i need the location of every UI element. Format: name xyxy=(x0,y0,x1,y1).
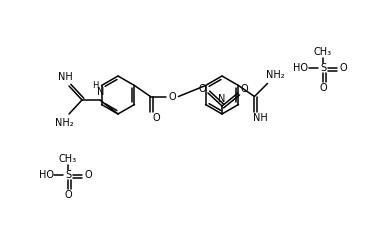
Text: N: N xyxy=(97,87,105,97)
Text: O: O xyxy=(240,84,248,94)
Text: NH₂: NH₂ xyxy=(266,70,285,80)
Text: S: S xyxy=(320,63,326,73)
Text: NH: NH xyxy=(57,72,72,82)
Text: HO: HO xyxy=(294,63,308,73)
Text: O: O xyxy=(339,63,347,73)
Text: O: O xyxy=(84,170,92,180)
Text: O: O xyxy=(64,190,72,200)
Text: O: O xyxy=(198,84,206,94)
Text: O: O xyxy=(153,113,160,124)
Text: N: N xyxy=(218,94,226,104)
Text: NH: NH xyxy=(253,113,268,124)
Text: CH₃: CH₃ xyxy=(59,154,77,164)
Text: HO: HO xyxy=(38,170,53,180)
Text: NH₂: NH₂ xyxy=(55,118,73,128)
Text: O: O xyxy=(319,83,327,93)
Text: H: H xyxy=(92,80,98,89)
Text: S: S xyxy=(65,170,71,180)
Text: O: O xyxy=(169,91,176,101)
Text: CH₃: CH₃ xyxy=(314,47,332,57)
